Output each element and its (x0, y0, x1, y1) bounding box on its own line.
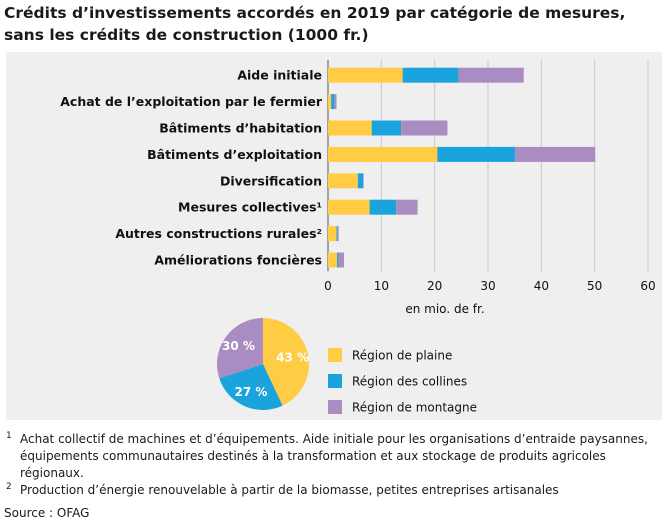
pie-label-region-de-plaine: 43 % (276, 350, 309, 364)
x-tick-50: 50 (587, 279, 602, 293)
chart-title: Crédits d’investissements accordés en 20… (4, 4, 626, 44)
bar-mesures-collectives-region-de-montagne (396, 199, 418, 215)
pie-chart: 43 % 27 % 30 % (217, 318, 309, 410)
bar-mesures-collectives-region-des-collines (369, 199, 397, 215)
bar-achat-de-l-exploitation-par-le-fermier-region-de-plaine (328, 94, 332, 110)
bar-ameliorations-foncieres-region-de-plaine (328, 252, 338, 268)
bar-autres-constructions-rurales-region-de-montagne (337, 226, 339, 242)
bar-batiments-d-habitation-region-des-collines (371, 120, 402, 136)
footnote-1-mark: 1 (6, 431, 12, 441)
bar-ameliorations-foncieres-region-de-montagne (338, 252, 344, 268)
bar-mesures-collectives-region-de-plaine (328, 199, 370, 215)
chart-panel: Aide initiale Achat de l’exploitation par… (6, 52, 662, 420)
footnote-1: 1 Achat collectif de machines et d’équip… (4, 431, 664, 482)
bar-batiments-d-habitation-region-de-montagne (401, 120, 448, 136)
x-tick-60: 60 (640, 279, 655, 293)
legend-label-region-de-plaine: Région de plaine (352, 349, 452, 363)
footnote-2-mark: 2 (6, 482, 12, 492)
pie-slice-region-de-montagne (217, 318, 263, 379)
chart-canvas: Aide initiale Achat de l’exploitation par… (60, 60, 656, 415)
category-label-ameliorations-foncieres: Améliorations foncières (154, 253, 322, 268)
pie-label-region-de-montagne: 30 % (222, 339, 255, 353)
category-label-diversification: Diversification (220, 173, 322, 188)
bar-autres-constructions-rurales-region-de-plaine (328, 226, 337, 242)
pie-slice-region-de-plaine (263, 318, 309, 406)
pie-label-region-des-collines: 27 % (234, 385, 267, 399)
category-label-autres-constructions-rurales: Autres constructions rurales² (115, 226, 322, 241)
bar-achat-de-l-exploitation-par-le-fermier-region-des-collines (331, 94, 335, 110)
x-tick-0: 0 (324, 279, 332, 293)
category-label-aide-initiale: Aide initiale (237, 68, 322, 83)
legend-label-region-des-collines: Région des collines (352, 375, 467, 389)
category-labels: Aide initiale Achat de l’exploitation par… (60, 68, 323, 268)
x-tick-labels: 0 10 20 30 40 50 60 (324, 279, 655, 293)
bar-aide-initiale-region-de-montagne (458, 67, 524, 83)
x-tick-40: 40 (534, 279, 549, 293)
bar-diversification-region-des-collines (357, 173, 364, 189)
category-label-mesures-collectives: Mesures collectives¹ (178, 200, 322, 215)
bars (328, 67, 596, 268)
bar-achat-de-l-exploitation-par-le-fermier-region-de-montagne (334, 94, 337, 110)
legend-swatch-region-de-montagne (328, 400, 342, 414)
footnote-2: 2 Production d’énergie renouvelable à pa… (4, 482, 664, 499)
bar-batiments-d-exploitation-region-des-collines (437, 146, 516, 162)
bar-batiments-d-exploitation-region-de-montagne (515, 146, 596, 162)
grid-lines (327, 60, 649, 272)
bar-diversification-region-de-montagne (363, 173, 364, 189)
legend: Région de plaine Région des collines Régio… (328, 348, 477, 415)
bar-batiments-d-exploitation-region-de-plaine (328, 146, 438, 162)
category-label-batiments-d-exploitation: Bâtiments d’exploitation (147, 147, 322, 162)
category-label-batiments-d-habitation: Bâtiments d’habitation (159, 121, 322, 136)
x-axis-label: en mio. de fr. (405, 302, 484, 316)
legend-swatch-region-des-collines (328, 374, 342, 388)
x-tick-10: 10 (374, 279, 389, 293)
source-note: Source : OFAG (4, 506, 90, 520)
bar-aide-initiale-region-des-collines (402, 67, 459, 83)
legend-label-region-de-montagne: Région de montagne (352, 401, 477, 415)
bar-aide-initiale-region-de-plaine (328, 67, 403, 83)
bar-batiments-d-habitation-region-de-plaine (328, 120, 372, 136)
footnote-1-text: Achat collectif de machines et d’équipem… (20, 432, 648, 480)
footnote-2-text: Production d’énergie renouvelable à part… (20, 483, 559, 497)
legend-swatch-region-de-plaine (328, 348, 342, 362)
footnotes: 1 Achat collectif de machines et d’équip… (4, 431, 664, 499)
pie-slice-region-des-collines (219, 364, 283, 410)
bar-ameliorations-foncieres-region-des-collines (337, 252, 339, 268)
bar-diversification-region-de-plaine (328, 173, 358, 189)
x-tick-30: 30 (480, 279, 495, 293)
x-tick-20: 20 (427, 279, 442, 293)
category-label-achat-de-l-exploitation-par-le-fermier: Achat de l’exploitation par le fermier (60, 94, 323, 109)
bar-autres-constructions-rurales-region-des-collines (336, 226, 338, 242)
